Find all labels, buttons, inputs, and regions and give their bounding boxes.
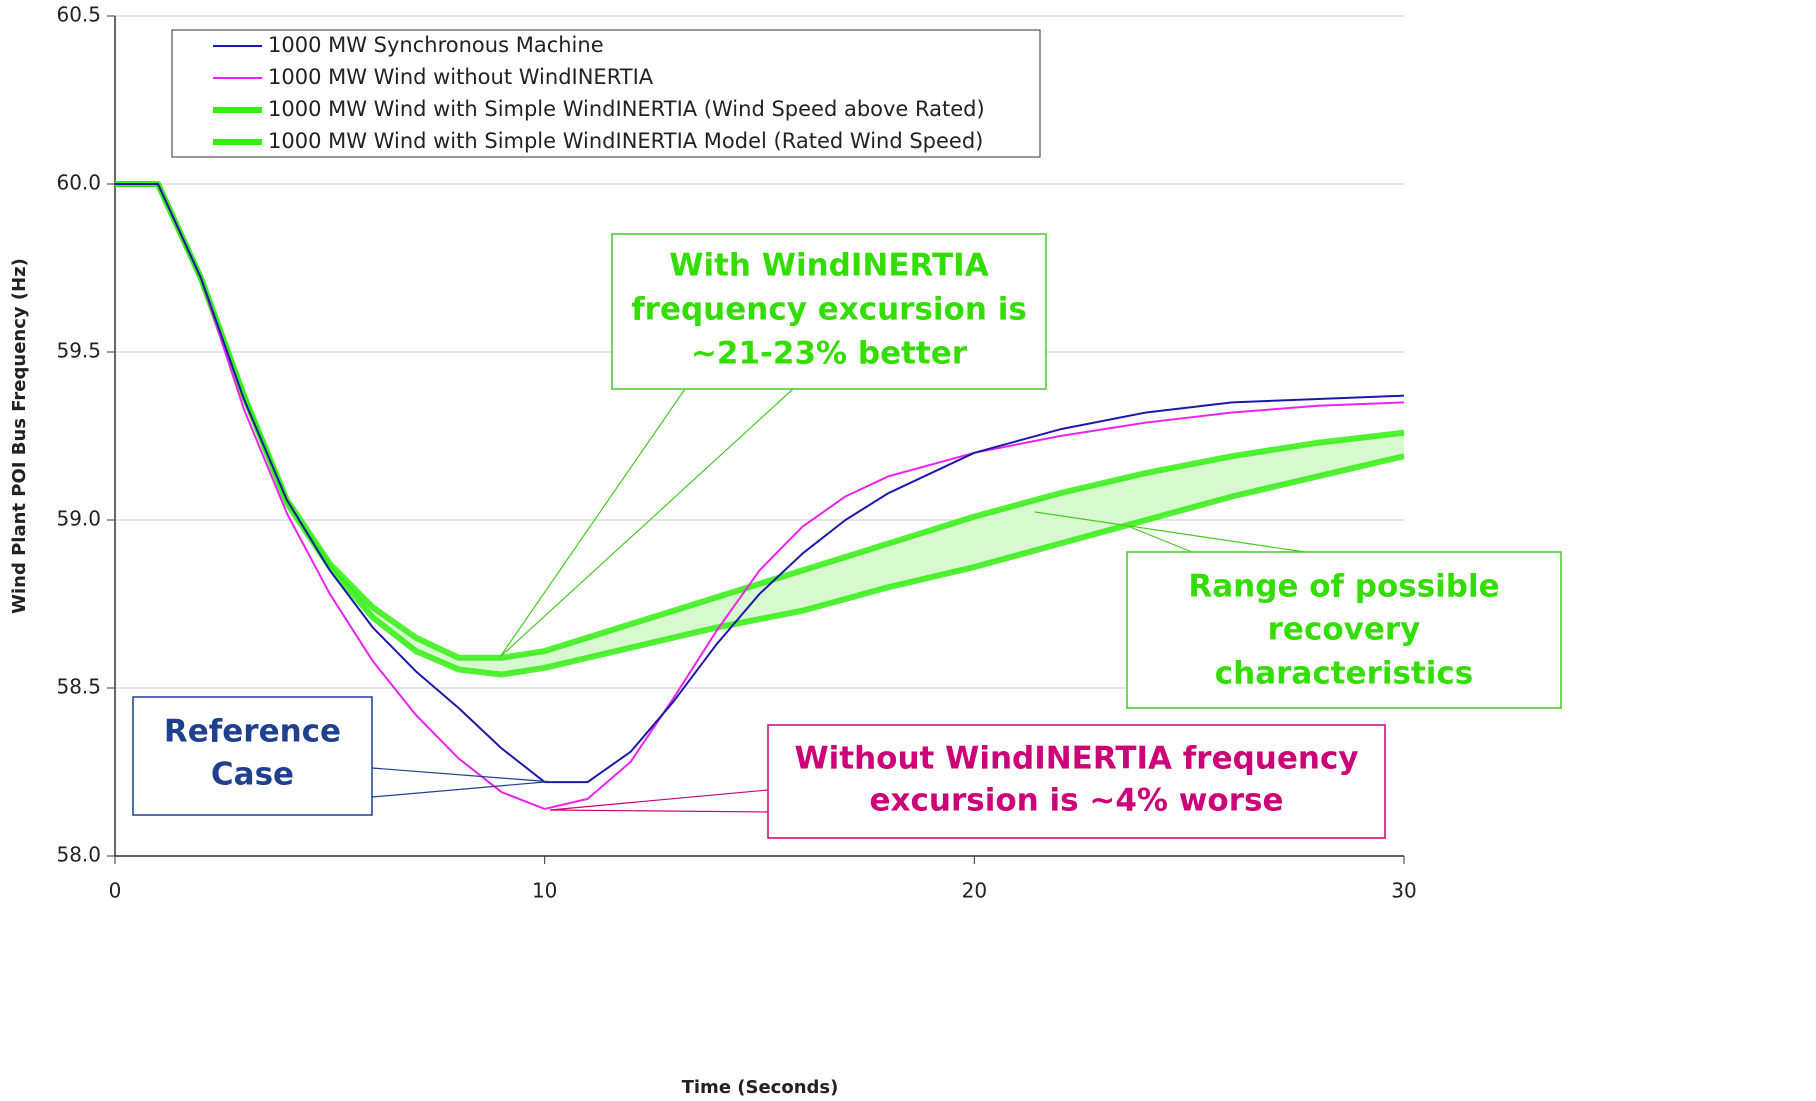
y-tick-label: 58.0 xyxy=(56,843,101,867)
y-tick-label: 60.0 xyxy=(56,171,101,195)
annotation-leader xyxy=(549,789,769,811)
x-tick-label: 10 xyxy=(532,879,557,903)
annotation-box xyxy=(132,696,373,816)
annotation-text: excursion is ~4% worse xyxy=(870,783,1284,819)
annotation-text: Range of possible xyxy=(1188,569,1499,605)
x-axis-label: Time (Seconds) xyxy=(682,1077,839,1098)
y-tick-label: 58.5 xyxy=(56,675,101,699)
y-axis-label: Wind Plant POI Bus Frequency (Hz) xyxy=(9,258,30,614)
series-line xyxy=(115,183,1405,810)
series-line xyxy=(115,183,1405,784)
annotation-text: frequency excursion is xyxy=(631,292,1027,328)
annotation-text: recovery xyxy=(1268,612,1421,648)
annotation-leader xyxy=(371,767,554,783)
x-tick-label: 20 xyxy=(962,879,987,903)
annotation-text: characteristics xyxy=(1215,656,1473,692)
annotation-leader xyxy=(371,781,546,798)
annotation-box xyxy=(1126,551,1562,709)
annotation-text: Without WindINERTIA frequency xyxy=(794,741,1358,777)
legend-label: 1000 MW Wind with Simple WindINERTIA Mod… xyxy=(268,129,983,153)
legend-box xyxy=(171,29,1041,158)
legend-label: 1000 MW Wind without WindINERTIA xyxy=(268,65,654,89)
annotation-leader xyxy=(499,388,794,658)
annotation-box xyxy=(611,233,1047,390)
annotation-leader xyxy=(499,388,686,658)
annotation-text: ~21-23% better xyxy=(691,336,968,372)
x-tick-label: 30 xyxy=(1391,879,1416,903)
annotation-leader xyxy=(1034,511,1306,553)
annotation-text: With WindINERTIA xyxy=(669,248,988,284)
annotation-text: Case xyxy=(211,757,294,793)
annotation-box xyxy=(767,724,1386,839)
legend-label: 1000 MW Wind with Simple WindINERTIA (Wi… xyxy=(268,97,985,121)
legend-label: 1000 MW Synchronous Machine xyxy=(268,33,604,57)
annotation-leader xyxy=(549,809,769,813)
x-tick-label: 0 xyxy=(109,879,122,903)
y-tick-label: 60.5 xyxy=(56,3,101,27)
annotation-leader xyxy=(1129,526,1193,553)
annotation-text: Reference xyxy=(164,714,341,750)
y-tick-label: 59.5 xyxy=(56,339,101,363)
y-tick-label: 59.0 xyxy=(56,507,101,531)
